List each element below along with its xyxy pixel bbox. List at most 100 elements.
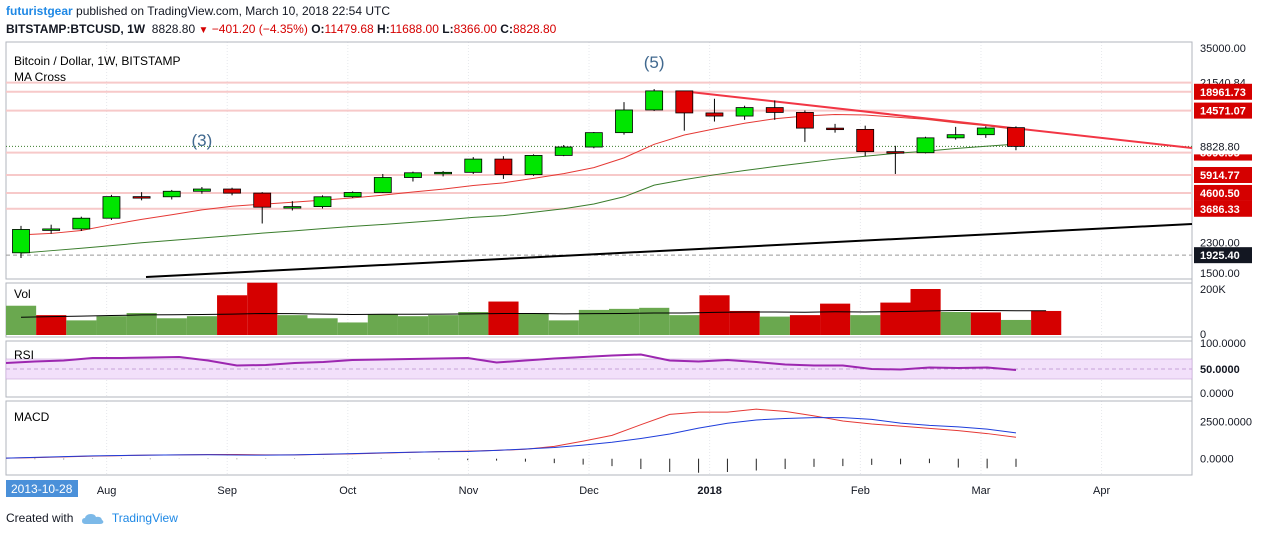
publisher-username[interactable]: futuristgear — [6, 4, 73, 18]
volume-bar-21 — [639, 307, 670, 335]
macd-signal-line — [5, 408, 1017, 459]
volume-tick-1: 0 — [1200, 329, 1206, 341]
candle-body-26 — [796, 112, 814, 129]
rsi-tick-0: 100.0000 — [1200, 338, 1246, 350]
symbol-name: BITSTAMP:BTCUSD, 1W — [6, 22, 146, 36]
last-price-axis-label: 8828.80 — [1200, 141, 1240, 153]
candle-body-11 — [343, 192, 362, 198]
volume-bar-27 — [820, 303, 851, 335]
candle-body-13 — [404, 172, 422, 178]
volume-bar-32 — [970, 312, 1001, 335]
candle-body-29 — [886, 151, 905, 154]
candle-body-0 — [12, 229, 30, 254]
volume-bar-23 — [699, 295, 730, 335]
publish-info: published on TradingView.com, March 10, … — [76, 4, 390, 18]
low-value: 8366.00 — [453, 22, 497, 36]
volume-bar-13 — [397, 316, 429, 335]
volume-bar-31 — [940, 312, 971, 335]
macd-tick-1: 0.0000 — [1200, 454, 1234, 466]
candle-body-8 — [253, 192, 272, 208]
volume-bar-17 — [518, 313, 549, 335]
resistance-trendline[interactable] — [689, 91, 1193, 149]
candle-body-20 — [615, 109, 633, 134]
volume-bar-0 — [6, 305, 37, 335]
volume-bar-16 — [488, 301, 519, 335]
rsi-last-box — [1194, 361, 1252, 377]
candle-body-15 — [464, 158, 483, 173]
grid-lines — [106, 42, 1103, 475]
close-value: 8828.80 — [512, 22, 557, 36]
candles: (3) (5) — [12, 53, 1025, 259]
candle-body-10 — [313, 196, 332, 208]
rsi-line — [5, 353, 1017, 371]
last-price: 8828.80 — [151, 22, 196, 36]
macd-series — [5, 408, 1017, 473]
volume-bar-5 — [156, 318, 187, 335]
price-level-box-5 — [1194, 200, 1252, 217]
macd-tick-0: 2500.0000 — [1200, 417, 1252, 429]
volume-tick-0: 200K — [1200, 284, 1226, 296]
volume-bar-15 — [458, 312, 489, 335]
cursor-date: 2013-10-28 — [6, 480, 78, 497]
candle-body-19 — [584, 132, 603, 148]
price-level-label-6: 1925.40 — [1200, 250, 1240, 262]
candle-body-23 — [705, 112, 724, 117]
price-level-box-0 — [1194, 83, 1252, 100]
x-label-0: Aug — [97, 485, 117, 497]
indicator-name: MA Cross — [14, 70, 66, 84]
macd-title: MACD — [14, 410, 50, 424]
volume-bar-9 — [277, 315, 308, 335]
candle-body-4 — [132, 196, 151, 199]
moving-averages — [20, 113, 1017, 254]
candle-body-1 — [42, 228, 61, 231]
x-label-2: Oct — [339, 485, 356, 497]
rsi-tick-1: 0.0000 — [1200, 388, 1234, 400]
volume-bar-30 — [910, 289, 941, 335]
volume-title: Vol — [14, 287, 31, 301]
low-label: L: — [442, 22, 454, 36]
volume-bar-18 — [548, 320, 579, 335]
candle-body-12 — [373, 177, 392, 193]
candle-body-16 — [494, 158, 513, 175]
rsi-series — [5, 353, 1193, 380]
price-level-label-4: 4600.50 — [1200, 188, 1240, 200]
tradingview-link[interactable]: TradingView — [111, 511, 178, 525]
volume-bar-3 — [96, 316, 127, 335]
candle-body-25 — [765, 107, 784, 113]
symbol-header: BITSTAMP:BTCUSD, 1W 8828.80 ▼ −401.20 (−… — [6, 22, 556, 36]
candle-body-9 — [283, 206, 302, 209]
x-label-3: Nov — [459, 485, 479, 497]
ma-slow-line — [20, 143, 1016, 254]
x-label-1: Sep — [217, 485, 237, 497]
x-label-8: Apr — [1093, 485, 1110, 497]
candle-body-5 — [162, 190, 181, 198]
high-value: 11688.00 — [389, 22, 439, 36]
candle-body-27 — [826, 127, 844, 131]
rsi-title: RSI — [14, 348, 34, 362]
chart-title: Bitcoin / Dollar, 1W, BITSTAMP — [14, 54, 181, 68]
volume-bar-22 — [669, 315, 700, 335]
support-trendline[interactable] — [145, 223, 1193, 278]
chart-canvas[interactable]: (3)(5) 35000.0021540.842300.001500.00189… — [0, 40, 1268, 506]
price-level-label-1: 14571.07 — [1200, 106, 1246, 118]
volume-bar-7 — [217, 295, 248, 335]
volume-ma-line — [20, 310, 1047, 318]
created-with-text: Created with — [6, 511, 74, 525]
volume-bars — [6, 282, 1062, 335]
ma-fast-line — [20, 113, 1017, 236]
candle-body-28 — [856, 128, 875, 153]
price-level-box-1 — [1194, 102, 1252, 119]
price-level-box-6 — [1194, 247, 1252, 264]
volume-bar-4 — [126, 313, 157, 335]
volume-bar-24 — [729, 310, 760, 335]
volume-bar-2 — [66, 320, 97, 335]
price-level-box-3 — [1194, 166, 1252, 183]
candle-body-31 — [946, 134, 965, 139]
volume-bar-29 — [880, 302, 911, 335]
x-label-6: Feb — [851, 485, 870, 497]
open-value: 11479.68 — [324, 22, 374, 36]
candle-body-21 — [645, 90, 664, 111]
cursor-date-label: 2013-10-28 — [11, 482, 73, 496]
publish-header: futuristgear published on TradingView.co… — [6, 4, 390, 18]
trend-lines[interactable] — [145, 91, 1193, 278]
